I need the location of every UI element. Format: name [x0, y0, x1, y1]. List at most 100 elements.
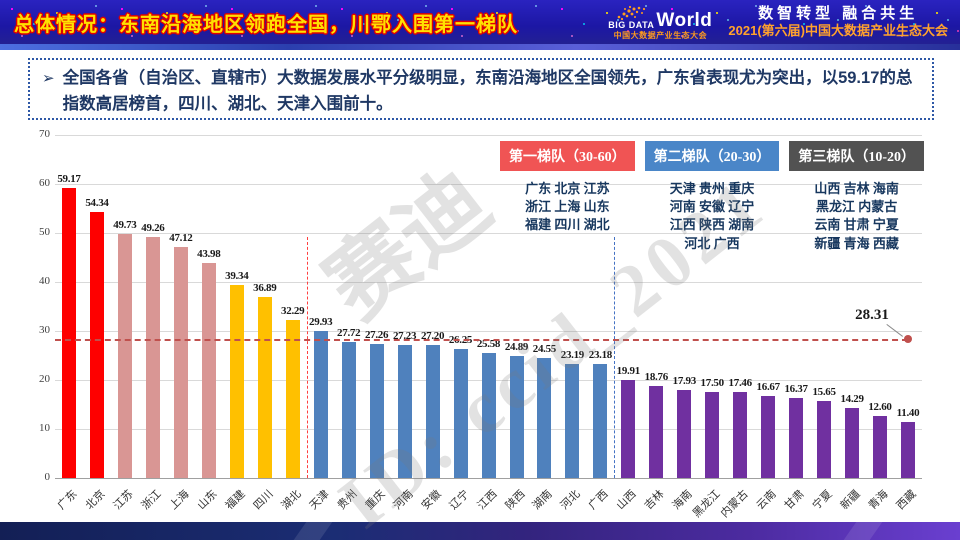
- bar-江西: [481, 352, 496, 478]
- bar-吉林: [649, 386, 664, 478]
- brand-area: BIG DATA World 中国大数据产业生态大会 数智转型 融合共生 202…: [608, 5, 948, 40]
- y-axis-tick-label: 0: [44, 471, 51, 483]
- bar-青海: [873, 416, 887, 478]
- plot-area: 0 10 20 30 40 50 60 70 59.17 广东 54.34 北京 49.73 江苏 49.2…: [30, 125, 945, 525]
- bar-湖南: [537, 357, 552, 478]
- chart-area: 0 10 20 30 40 50 60 70 59.17 广东 54.34 北京 49.73 江苏 49.2…: [30, 125, 945, 525]
- slogan-text: 数智转型 融合共生: [758, 4, 919, 22]
- bar-河南: [397, 344, 412, 478]
- bar-value-label: 16.67: [756, 381, 781, 394]
- bar-江苏: [117, 234, 132, 478]
- bar-广东: [62, 188, 76, 478]
- bar-云南: [761, 396, 776, 478]
- tier2-members: 天津 贵州 重庆 河南 安徽 辽宁 江西 陕西 湖南 河北 广西: [669, 181, 755, 251]
- average-dot: [904, 335, 912, 344]
- bar-山西: [621, 380, 636, 478]
- tier3-label: 第三梯队（10-20）: [789, 141, 925, 171]
- bar-四川: [257, 297, 272, 478]
- bar-西藏: [901, 422, 915, 478]
- logo-text-bigdata: BIG DATA: [608, 19, 655, 30]
- bar-value-label: 59.17: [57, 173, 81, 186]
- y-axis-tick-label: 40: [39, 275, 50, 287]
- bar-value-label: 27.26: [364, 329, 389, 342]
- bar-重庆: [369, 344, 384, 478]
- tier1-members: 广东 北京 江苏 浙江 上海 山东 福建 四川 湖北: [525, 181, 610, 233]
- bar-广西: [593, 364, 608, 478]
- logo-text-world: World: [656, 9, 713, 31]
- bar-value-label: 17.50: [700, 377, 725, 390]
- slogan-block: 数智转型 融合共生 2021(第六届)中国大数据产业生态大会: [728, 5, 948, 40]
- conference-name: 2021(第六届)中国大数据产业生态大会: [728, 23, 948, 39]
- bar-宁夏: [817, 401, 832, 478]
- header-accent-strip: [0, 44, 960, 50]
- tier-legend: 第一梯队（30-60） 广东 北京 江苏 浙江 上海 山东 福建 四川 湖北 第…: [500, 141, 925, 253]
- bar-value-label: 49.73: [113, 219, 137, 232]
- y-axis-tick-label: 30: [39, 324, 50, 336]
- tier2-column: 第二梯队（20-30） 天津 贵州 重庆 河南 安徽 辽宁 江西 陕西 湖南 河…: [644, 141, 780, 253]
- bar-value-label: 24.55: [532, 342, 557, 355]
- globe-dots-icon: [618, 5, 646, 20]
- bar-内蒙古: [733, 392, 748, 478]
- summary-box: ➢ 全国各省（自治区、直辖市）大数据发展水平分级明显，东南沿海地区全国领先，广东…: [28, 58, 934, 120]
- tier2-label: 第二梯队（20-30）: [644, 141, 780, 171]
- bar-value-label: 23.18: [588, 349, 613, 362]
- footer-bar: [0, 522, 960, 540]
- bar-value-label: 16.37: [784, 382, 808, 395]
- bar-海南: [677, 390, 692, 478]
- header-bar: 总体情况：东南沿海地区领跑全国，川鄂入围第一梯队: [0, 0, 960, 44]
- bar-陕西: [509, 356, 524, 478]
- tier-divider-line: [306, 237, 308, 478]
- bar-value-label: 36.89: [253, 282, 277, 295]
- bar-value-label: 47.12: [169, 232, 193, 245]
- average-line: [55, 339, 908, 342]
- bar-新疆: [845, 408, 860, 478]
- y-axis-tick-label: 10: [39, 422, 50, 434]
- footer-streak: [839, 522, 887, 540]
- bar-贵州: [341, 342, 356, 478]
- bar-value-label: 15.65: [812, 386, 836, 399]
- bar-value-label: 11.40: [896, 407, 920, 420]
- bar-value-label: 27.72: [337, 327, 361, 340]
- bar-湖北: [285, 319, 300, 478]
- x-axis-line: [55, 478, 922, 479]
- bar-value-label: 24.89: [504, 341, 529, 353]
- bar-value-label: 27.20: [420, 329, 445, 342]
- gridline: [55, 184, 922, 185]
- bar-value-label: 32.29: [281, 304, 305, 317]
- arrow-bullet-icon: ➢: [42, 70, 55, 87]
- bar-黑龙江: [705, 392, 720, 479]
- bar-河北: [565, 364, 580, 478]
- bar-北京: [90, 211, 104, 478]
- tier1-column: 第一梯队（30-60） 广东 北京 江苏 浙江 上海 山东 福建 四川 湖北: [500, 141, 635, 253]
- bar-上海: [173, 247, 188, 478]
- bar-value-label: 27.23: [392, 329, 417, 342]
- bar-value-label: 49.26: [141, 221, 165, 234]
- gridline: [55, 233, 922, 234]
- bar-浙江: [145, 236, 160, 478]
- tier3-column: 第三梯队（10-20） 山西 吉林 海南 黑龙江 内蒙古 云南 甘肃 宁夏 新疆…: [789, 141, 925, 253]
- bar-value-label: 18.76: [644, 371, 669, 384]
- gridline: [55, 331, 922, 332]
- bar-value-label: 23.19: [560, 349, 585, 362]
- bar-value-label: 17.93: [672, 375, 697, 388]
- bar-value-label: 17.46: [728, 377, 753, 390]
- bar-安徽: [425, 344, 440, 478]
- y-axis-tick-label: 20: [39, 373, 50, 385]
- bar-value-label: 54.34: [85, 196, 109, 209]
- y-axis-tick-label: 50: [39, 226, 50, 238]
- footer-streak: [289, 522, 337, 540]
- logo-subtitle: 中国大数据产业生态大会: [613, 30, 708, 40]
- bigdata-world-logo: BIG DATA World 中国大数据产业生态大会: [608, 5, 712, 40]
- bar-value-label: 29.93: [309, 316, 333, 329]
- summary-text: 全国各省（自治区、直辖市）大数据发展水平分级明显，东南沿海地区全国领先，广东省表…: [62, 69, 913, 113]
- tier-divider-line: [614, 237, 616, 478]
- bar-甘肃: [789, 397, 804, 478]
- bar-天津: [313, 331, 328, 478]
- gridline: [55, 135, 922, 136]
- bar-value-label: 19.91: [616, 365, 641, 378]
- bar-value-label: 39.34: [225, 270, 249, 283]
- page-title: 总体情况：东南沿海地区领跑全国，川鄂入围第一梯队: [14, 13, 518, 36]
- average-value-label: 28.31: [855, 307, 889, 324]
- bar-福建: [229, 285, 244, 478]
